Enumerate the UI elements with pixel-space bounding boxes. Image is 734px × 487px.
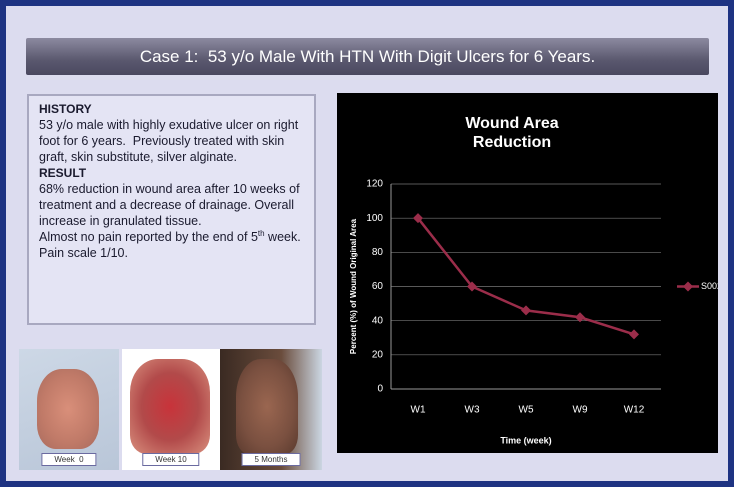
chart: 0 20 40 60 80 100 120 Time (week) Percent (%) of… [337, 93, 718, 453]
x-tick-label: W3 [465, 405, 480, 416]
y-tick-label: 0 [377, 384, 383, 395]
result-heading: RESULT [39, 165, 304, 181]
y-tick-label: 100 [366, 213, 383, 224]
result-text: 68% reduction in wound area after 10 wee… [39, 182, 303, 228]
pain-text: Almost no pain reported by the end of [39, 230, 251, 244]
y-tick-label: 80 [372, 247, 384, 258]
photo: Week 0 [19, 349, 119, 470]
x-tick-label: W12 [624, 405, 645, 416]
series-line [418, 218, 634, 334]
legend-marker [683, 282, 693, 292]
point [521, 305, 531, 315]
photo-label: 5 Months [242, 453, 301, 466]
y-tick-label: 20 [372, 349, 384, 360]
y-axis-title: Percent (%) of Wound Original Area [349, 218, 358, 354]
photo-label: Week 0 [41, 453, 96, 466]
x-tick-label: W1 [411, 405, 426, 416]
slide: Case 1: 53 y/o Male With HTN With Digit … [0, 0, 734, 487]
y-tick-label: 40 [372, 315, 384, 326]
point [629, 329, 639, 339]
pain-sup: th [258, 229, 265, 238]
history-text: 53 y/o male with highly exudative ulcer … [39, 118, 302, 164]
x-tick-label: W9 [573, 405, 588, 416]
photo: Week 10 [122, 349, 220, 470]
y-tick-label: 60 [372, 281, 384, 292]
foot-image [130, 359, 210, 454]
photo: 5 Months [220, 349, 322, 470]
x-tick-label: W5 [519, 405, 534, 416]
pain-text: 5 [251, 230, 258, 244]
history-heading: HISTORY [39, 101, 304, 117]
foot-image [236, 359, 298, 454]
x-axis-title: Time (week) [500, 435, 551, 445]
legend-label: S002 [701, 281, 718, 291]
slide-title: Case 1: 53 y/o Male With HTN With Digit … [26, 38, 709, 75]
foot-image [37, 369, 99, 449]
photo-label: Week 10 [142, 453, 199, 466]
y-tick-label: 120 [366, 179, 383, 190]
